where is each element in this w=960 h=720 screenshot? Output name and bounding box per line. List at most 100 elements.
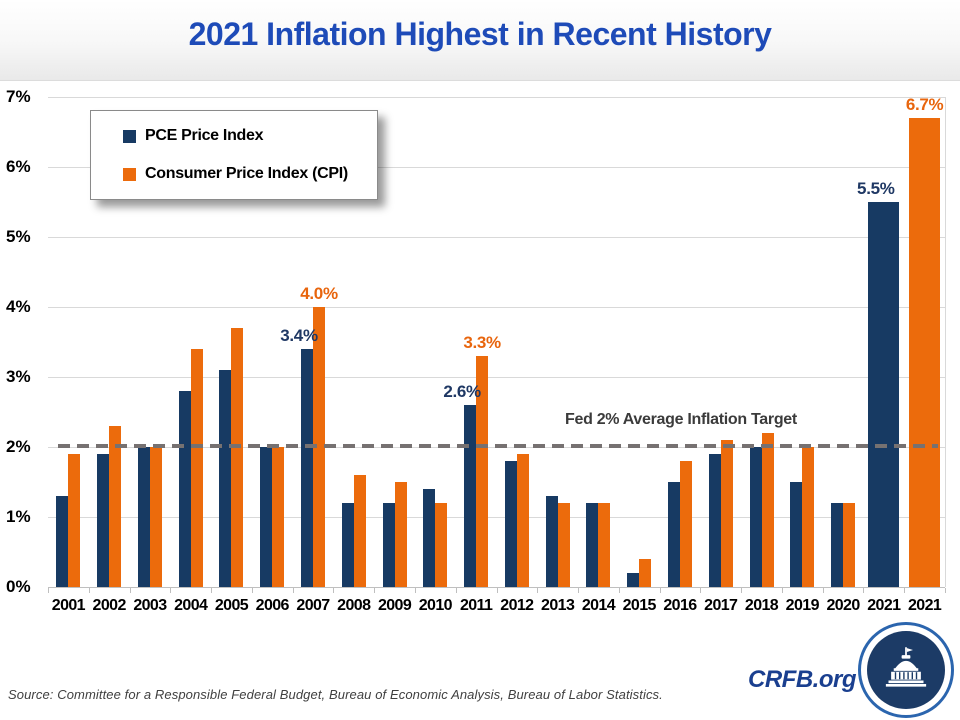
x-axis-line — [48, 587, 945, 588]
grid-line — [48, 167, 945, 168]
bar-cpi-2010 — [435, 503, 448, 587]
bar-cpi-2008 — [353, 475, 366, 587]
data-label-3.4%: 3.4% — [280, 326, 318, 345]
x-axis-tick — [292, 588, 294, 593]
x-axis-label-2021-21: 2021 — [908, 597, 942, 614]
x-axis-tick — [578, 588, 580, 593]
bar-cpi-2012 — [516, 454, 529, 587]
bar-pce-2003 — [137, 447, 150, 587]
x-axis-tick — [88, 588, 90, 593]
grid-line — [48, 517, 945, 518]
x-axis-label-2018-17: 2018 — [744, 597, 779, 614]
x-axis-tick — [537, 588, 539, 593]
y-axis-tick-label: 1% — [6, 507, 31, 526]
data-label-3.3%: 3.3% — [463, 333, 501, 352]
bar-cpi-2009 — [394, 482, 407, 587]
bar-cpi-2013 — [557, 503, 570, 587]
bar-pce-2013 — [545, 496, 558, 587]
plot-right-border — [945, 97, 946, 587]
x-axis-tick — [455, 588, 457, 593]
x-axis-label-2013-12: 2013 — [541, 597, 575, 614]
bar-pce-2018 — [749, 447, 762, 587]
data-label-2.6%: 2.6% — [443, 382, 481, 401]
bar-cpi-2004 — [190, 349, 203, 587]
page-title: 2021 Inflation Highest in Recent History — [188, 16, 772, 52]
bar-pce-2020 — [831, 503, 844, 587]
chart-legend: PCE Price Index Consumer Price Index (CP… — [90, 110, 378, 200]
bar-pce-2010 — [423, 489, 436, 587]
bar-pce-2006 — [260, 447, 273, 587]
x-axis-tick — [822, 588, 824, 593]
bar-cpi-2014 — [598, 503, 611, 587]
bar-cpi-2020 — [843, 503, 856, 587]
data-label-5.5%: 5.5% — [857, 179, 895, 198]
bar-pce-2007 — [301, 349, 314, 587]
bar-cpi-2001 — [68, 454, 81, 587]
bar-pce-2012 — [504, 461, 517, 587]
fed-target-label: Fed 2% Average Inflation Target — [565, 411, 797, 428]
source-note: Source: Committee for a Responsible Fede… — [8, 687, 663, 702]
bar-cpi-2006 — [272, 447, 285, 587]
pce-swatch-icon — [123, 129, 136, 143]
x-axis-label-2016-15: 2016 — [663, 597, 697, 614]
bar-cpi-2002 — [109, 426, 122, 587]
x-axis-tick — [211, 588, 213, 593]
cpi-swatch-icon — [123, 167, 136, 181]
bar-pce-2016 — [667, 482, 680, 587]
bar-cpi-2021 — [909, 118, 941, 587]
y-axis-tick-label: 6% — [6, 157, 31, 176]
y-axis-tick-label: 7% — [6, 87, 31, 106]
x-axis-label-2009-8: 2009 — [377, 597, 412, 614]
y-axis-tick-label: 4% — [6, 297, 31, 316]
x-axis-tick — [496, 588, 498, 593]
grid-line — [48, 97, 945, 98]
bar-pce-2014 — [586, 503, 599, 587]
y-axis-tick-label: 5% — [6, 227, 31, 246]
bar-pce-2008 — [341, 503, 354, 587]
x-axis-tick — [741, 588, 743, 593]
x-axis-tick — [618, 588, 620, 593]
bar-pce-2011 — [464, 405, 477, 587]
bar-pce-2017 — [708, 454, 721, 587]
x-axis-tick — [251, 588, 253, 593]
x-axis-tick — [945, 588, 946, 593]
x-axis-tick — [700, 588, 702, 593]
bar-pce-2021 — [868, 202, 900, 587]
bar-cpi-2018 — [761, 433, 774, 587]
x-axis-tick — [374, 588, 376, 593]
inflation-bar-chart: 0% 1% 2% 3% 4% 5% 6% 7% 2001 2002 2003 2004 2005 2006… — [0, 80, 960, 620]
bar-cpi-2017 — [720, 440, 733, 587]
x-axis-label-2015-14: 2015 — [622, 597, 657, 614]
x-axis-label-2017-16: 2017 — [704, 597, 738, 614]
x-axis-tick — [414, 588, 416, 593]
bar-pce-2019 — [790, 482, 803, 587]
x-axis-label-2020-19: 2020 — [826, 597, 860, 614]
x-axis-label-2019-18: 2019 — [785, 597, 820, 614]
bar-pce-2015 — [627, 573, 640, 587]
bar-pce-2009 — [382, 503, 395, 587]
legend-label-cpi: Consumer Price Index (CPI) — [145, 165, 348, 182]
crfb-org-link[interactable]: CRFB.org — [748, 666, 856, 693]
bar-cpi-2016 — [679, 461, 692, 587]
bar-cpi-2003 — [149, 447, 162, 587]
bar-pce-2001 — [56, 496, 69, 587]
x-axis-tick — [904, 588, 906, 593]
y-axis-tick-label: 2% — [6, 437, 31, 456]
x-axis-label-2007-6: 2007 — [296, 597, 330, 614]
x-axis-label-2005-4: 2005 — [214, 597, 249, 614]
legend-label-pce: PCE Price Index — [145, 127, 264, 144]
x-axis-label-2003-2: 2003 — [133, 597, 167, 614]
y-axis-tick-label: 0% — [6, 577, 31, 596]
bar-pce-2005 — [219, 370, 232, 587]
grid-line — [48, 377, 945, 378]
x-axis-tick — [48, 588, 49, 593]
data-label-6.7%: 6.7% — [905, 95, 944, 114]
x-axis-label-2010-9: 2010 — [418, 597, 453, 614]
grid-line — [48, 307, 945, 308]
x-axis-label-2002-1: 2002 — [92, 597, 127, 614]
legend-item-cpi: Consumer Price Index (CPI) — [123, 165, 377, 183]
x-axis-label-2006-5: 2006 — [255, 597, 290, 614]
x-axis-label-2012-11: 2012 — [500, 597, 534, 614]
bar-pce-2004 — [178, 391, 191, 587]
